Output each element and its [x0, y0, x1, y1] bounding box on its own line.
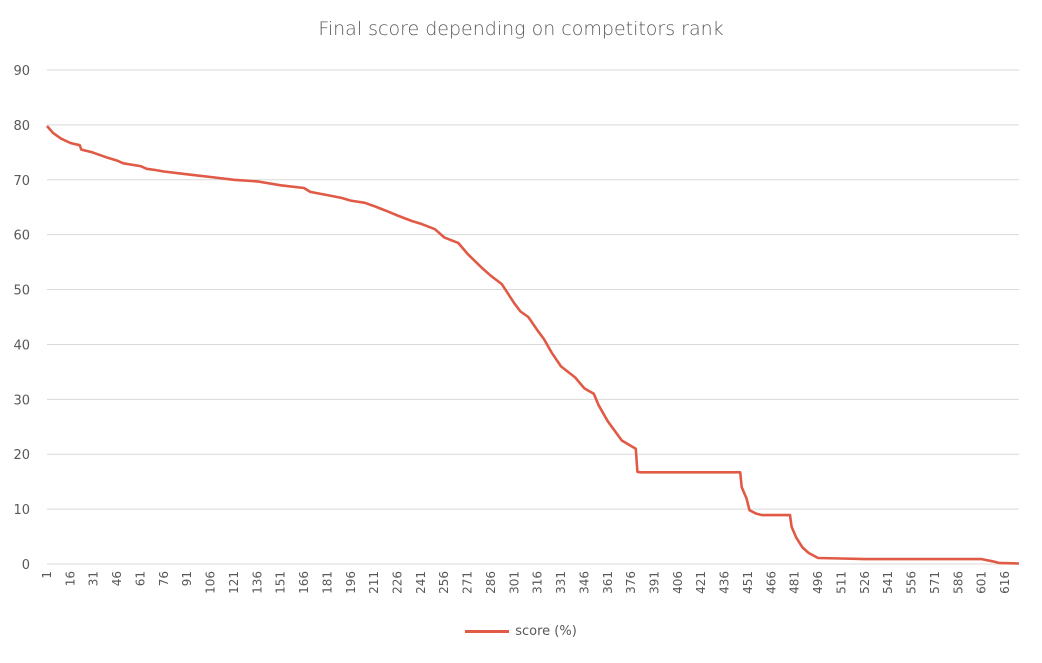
- legend: score (%): [0, 624, 1042, 639]
- series-line-0: [46, 125, 1020, 565]
- y-tick-label: 60: [13, 229, 30, 244]
- y-tick-label: 40: [13, 338, 30, 353]
- x-tick-label: 211: [367, 571, 381, 594]
- x-tick-label: 331: [554, 571, 568, 594]
- x-tick-label: 376: [624, 571, 638, 594]
- x-tick-label: 181: [320, 571, 334, 594]
- y-tick-label: 10: [13, 503, 30, 518]
- x-tick-label: 61: [133, 571, 147, 586]
- x-tick-label: 241: [414, 571, 428, 594]
- y-tick-label: 80: [13, 119, 30, 134]
- x-tick-label: 121: [227, 571, 241, 594]
- x-tick-label: 106: [204, 571, 218, 594]
- x-tick-label: 301: [507, 571, 521, 594]
- x-tick-label: 481: [788, 571, 802, 594]
- x-tick-label: 226: [390, 571, 404, 594]
- x-tick-label: 571: [928, 571, 942, 594]
- x-tick-label: 316: [531, 571, 545, 594]
- x-tick-label: 16: [63, 571, 77, 586]
- x-tick-label: 91: [180, 571, 194, 586]
- x-tick-label: 511: [834, 571, 848, 594]
- x-tick-label: 616: [998, 571, 1012, 594]
- x-tick-label: 346: [577, 571, 591, 594]
- x-tick-label: 556: [905, 571, 919, 594]
- y-tick-label: 20: [13, 448, 30, 463]
- x-tick-label: 466: [764, 571, 778, 594]
- x-tick-label: 271: [461, 571, 475, 594]
- x-tick-label: 496: [811, 571, 825, 594]
- x-tick-label: 406: [671, 571, 685, 594]
- x-tick-label: 601: [975, 571, 989, 594]
- x-tick-label: 151: [274, 571, 288, 594]
- x-tick-label: 526: [858, 571, 872, 594]
- x-tick-label: 31: [87, 571, 101, 586]
- x-tick-label: 76: [157, 571, 171, 586]
- x-tick-label: 391: [648, 571, 662, 594]
- y-tick-label: 30: [13, 393, 30, 408]
- chart-title: Final score depending on competitors ran…: [318, 18, 724, 40]
- x-tick-label: 136: [250, 571, 264, 594]
- x-tick-label: 361: [601, 571, 615, 594]
- y-tick-label: 50: [13, 284, 30, 299]
- y-tick-label: 0: [22, 558, 30, 573]
- x-tick-label: 586: [951, 571, 965, 594]
- x-tick-label: 256: [437, 571, 451, 594]
- x-tick-label: 196: [344, 571, 358, 594]
- x-tick-label: 286: [484, 571, 498, 594]
- x-tick-label: 1: [40, 571, 54, 579]
- x-tick-label: 436: [718, 571, 732, 594]
- x-tick-label: 451: [741, 571, 755, 594]
- x-tick-label: 541: [881, 571, 895, 594]
- y-tick-label: 90: [13, 64, 30, 79]
- x-tick-label: 166: [297, 571, 311, 594]
- y-tick-label: 70: [13, 174, 30, 189]
- legend-label: score (%): [515, 624, 577, 639]
- legend-swatch: [465, 630, 510, 633]
- x-tick-label: 421: [694, 571, 708, 594]
- x-tick-label: 46: [110, 571, 124, 586]
